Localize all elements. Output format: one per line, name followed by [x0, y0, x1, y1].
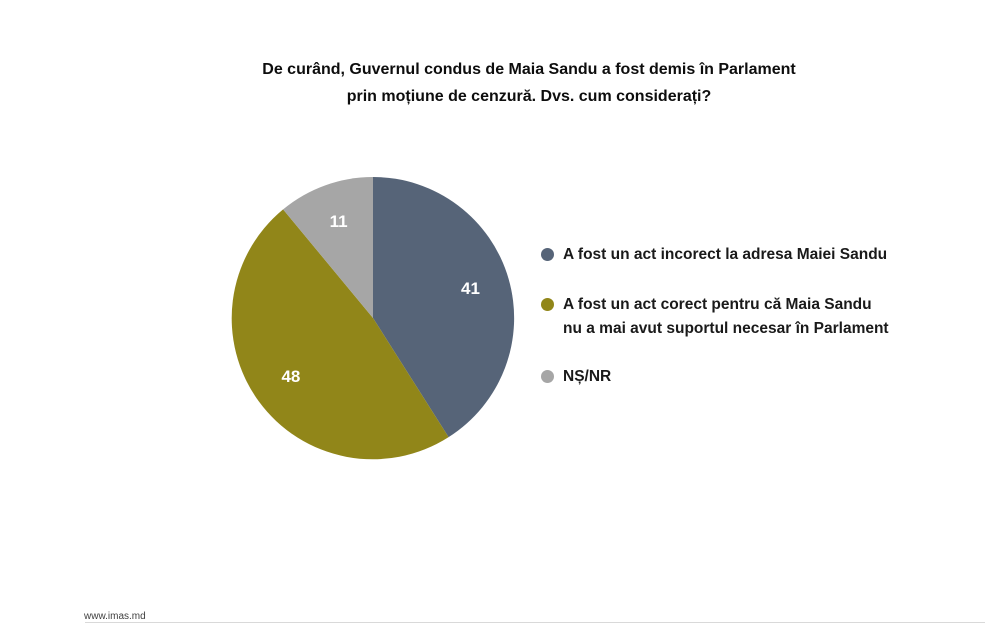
- legend-label: A fost un act incorect la adresa Maiei S…: [563, 243, 887, 267]
- legend-label-line: NȘ/NR: [563, 368, 612, 385]
- footer-divider: [85, 622, 985, 623]
- legend-item: A fost un act corect pentru că Maia Sand…: [541, 293, 889, 341]
- pie-chart: 41 48 11: [231, 176, 515, 460]
- legend-bullet-icon: [541, 370, 554, 383]
- pie-slice: [231, 209, 449, 460]
- legend-label-line: A fost un act incorect la adresa Maiei S…: [563, 246, 888, 263]
- legend-label-line: nu a mai avut suportul necesar în Parlam…: [563, 320, 889, 337]
- legend-item: A fost un act incorect la adresa Maiei S…: [541, 243, 887, 267]
- chart-title-line-1: De curând, Guvernul condus de Maia Sandu…: [262, 61, 796, 78]
- pie-slice: [373, 176, 515, 438]
- chart-title: De curând, Guvernul condus de Maia Sandu…: [73, 56, 985, 110]
- chart-title-line-2: prin moțiune de cenzură. Dvs. cum consid…: [346, 88, 712, 105]
- legend-bullet-icon: [541, 298, 554, 311]
- pie-slice-value-label: 41: [461, 279, 480, 298]
- legend-bullet-icon: [541, 248, 554, 261]
- legend-label: A fost un act corect pentru că Maia Sand…: [563, 293, 889, 341]
- legend-label-line: A fost un act corect pentru că Maia Sand…: [563, 296, 872, 313]
- source-link: www.imas.md: [84, 611, 146, 622]
- pie-slice-value-label: 48: [281, 367, 300, 386]
- legend-label: NȘ/NR: [563, 365, 611, 389]
- pie-slice-value-label: 11: [330, 212, 348, 231]
- pie-slice: [283, 177, 373, 318]
- pie-chart-area: 41 48 11: [223, 168, 523, 468]
- legend-item: NȘ/NR: [541, 365, 611, 389]
